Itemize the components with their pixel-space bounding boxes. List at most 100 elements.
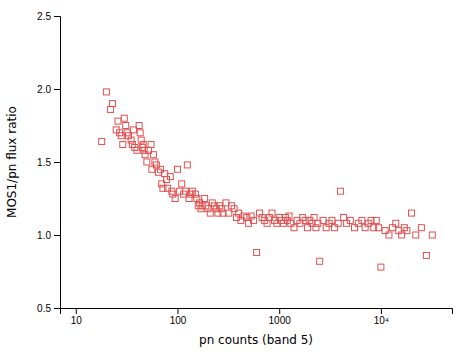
point <box>311 214 317 220</box>
point <box>172 196 178 202</box>
point <box>404 228 410 234</box>
chart: 10 100 1000 10⁴ 0.5 1.0 1.5 2.0 2.5 pn counts (ba… <box>0 0 474 354</box>
x-axis-tick: 10⁴ <box>374 308 389 326</box>
x-axis-tick: 1000 <box>269 308 292 326</box>
x-axis-tick-mark <box>279 308 280 314</box>
point <box>248 213 254 219</box>
point <box>329 217 335 223</box>
y-axis-tick: 2.0 <box>37 84 60 95</box>
point <box>202 196 208 202</box>
point <box>184 162 190 168</box>
point <box>429 232 435 238</box>
point <box>108 106 114 112</box>
point <box>351 225 357 231</box>
point <box>393 220 399 226</box>
point <box>378 264 384 270</box>
point <box>382 228 388 234</box>
point <box>335 220 341 226</box>
y-axis-tick: 1.0 <box>37 230 60 241</box>
point <box>179 181 185 187</box>
point <box>359 217 365 223</box>
y-axis-tick: 0.5 <box>37 303 60 314</box>
point <box>254 250 260 256</box>
y-axis-tick-mark <box>54 308 60 309</box>
point <box>220 210 226 216</box>
y-axis-tick-mark <box>54 162 60 163</box>
x-axis-tick-label: 100 <box>170 315 187 326</box>
x-axis-tick: 10 <box>71 308 83 326</box>
point <box>174 166 180 172</box>
y-axis-tick: 1.5 <box>37 157 60 168</box>
point <box>170 191 176 197</box>
point <box>192 191 198 197</box>
point <box>386 232 392 238</box>
point <box>291 225 297 231</box>
point <box>244 214 250 220</box>
point <box>118 133 124 139</box>
point <box>423 252 429 258</box>
point <box>144 159 150 165</box>
x-axis: 10 100 1000 10⁴ <box>61 308 453 326</box>
point <box>332 225 338 231</box>
y-axis-tick-label: 1.0 <box>37 230 51 241</box>
point <box>167 174 173 180</box>
point <box>269 210 275 216</box>
x-axis-tick-label: 10 <box>71 315 83 326</box>
point <box>150 152 156 158</box>
y-axis: 0.5 1.0 1.5 2.0 2.5 <box>37 11 60 314</box>
y-axis-line <box>54 17 61 309</box>
point <box>205 206 211 212</box>
point <box>142 152 148 158</box>
x-axis-tick-mark <box>381 308 382 314</box>
point <box>313 225 319 231</box>
point <box>320 217 326 223</box>
point <box>305 225 311 231</box>
point <box>99 139 105 145</box>
x-axis-title: pn counts (band 5) <box>199 333 313 347</box>
x-axis-tick-label: 10⁴ <box>374 315 389 326</box>
y-axis-tick: 2.5 <box>37 11 60 22</box>
y-axis-tick-label: 2.5 <box>37 11 51 22</box>
point <box>347 217 353 223</box>
point <box>251 217 257 223</box>
point <box>149 166 155 172</box>
point <box>309 220 315 226</box>
point <box>409 210 415 216</box>
y-axis-tick-mark <box>54 16 60 17</box>
point <box>264 220 270 226</box>
point <box>286 213 292 219</box>
y-axis-tick-label: 1.5 <box>37 157 51 168</box>
point <box>103 89 109 95</box>
point <box>376 225 382 231</box>
point <box>218 206 224 212</box>
point <box>123 123 129 129</box>
point <box>199 203 205 209</box>
point <box>137 130 143 136</box>
point <box>157 166 163 172</box>
point <box>337 188 343 194</box>
point <box>121 115 127 121</box>
point <box>120 141 126 147</box>
point <box>115 118 121 124</box>
y-axis-title: MOS1/pn flux ratio <box>5 106 19 218</box>
point <box>110 101 116 107</box>
points <box>99 89 436 270</box>
point <box>140 141 146 147</box>
x-axis-tick-label: 1000 <box>269 315 292 326</box>
point <box>148 141 154 147</box>
point <box>418 225 424 231</box>
point <box>317 258 323 264</box>
point <box>153 162 159 168</box>
y-axis-tick-label: 0.5 <box>37 303 51 314</box>
x-axis-tick-mark <box>177 308 178 314</box>
point <box>413 232 419 238</box>
y-axis-tick-mark <box>54 89 60 90</box>
point <box>341 214 347 220</box>
y-axis-tick-mark <box>54 235 60 236</box>
x-axis-tick-mark <box>76 308 77 314</box>
x-axis-tick: 100 <box>170 308 187 326</box>
point <box>186 196 192 202</box>
y-axis-tick-label: 2.0 <box>37 84 51 95</box>
point <box>136 123 142 129</box>
point <box>207 210 213 216</box>
